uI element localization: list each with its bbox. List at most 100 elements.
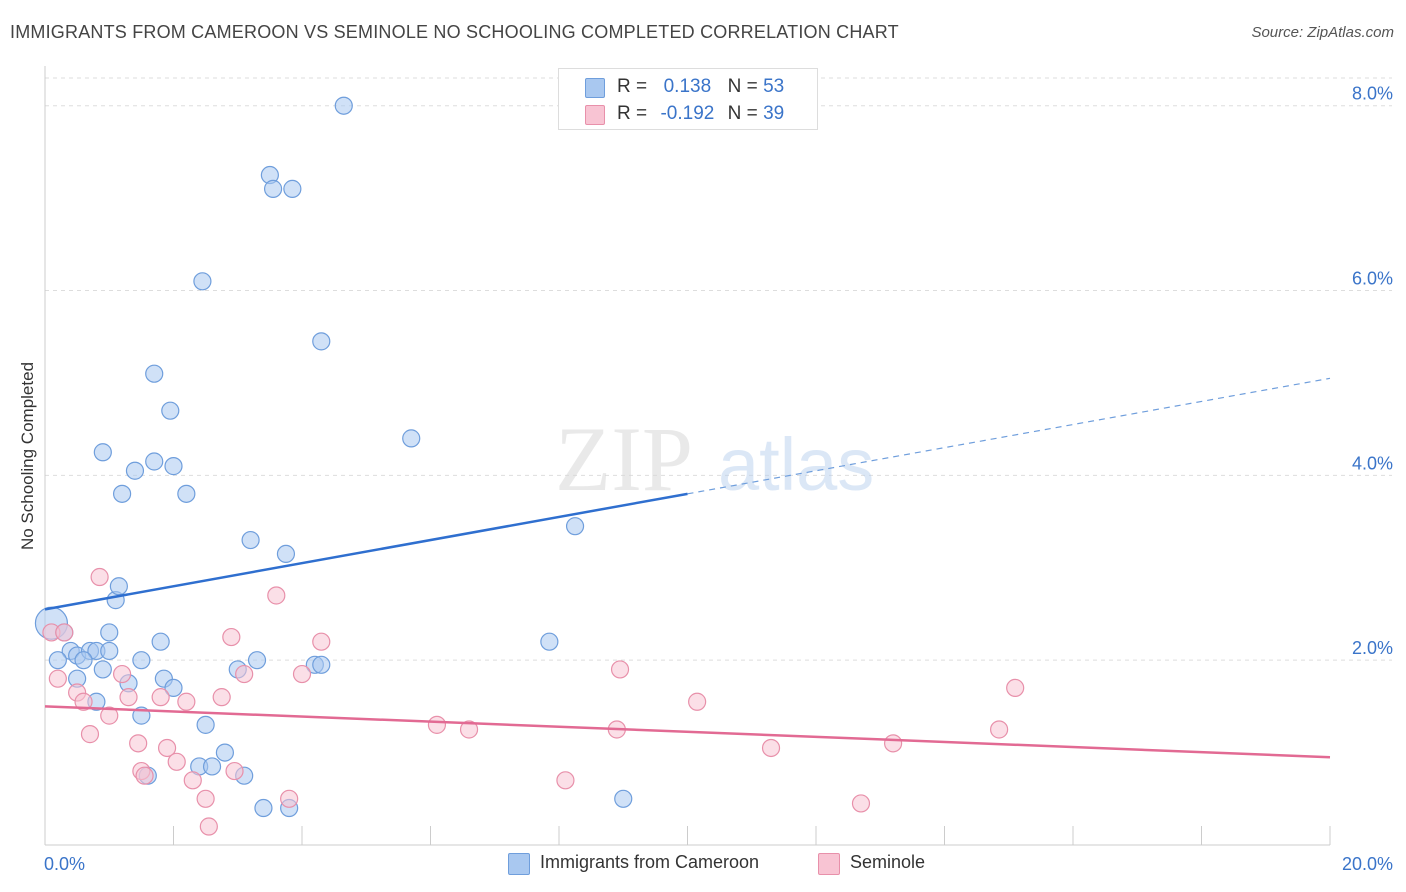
point-seminole (688, 692, 707, 711)
point-seminole (222, 627, 241, 647)
point-cameroon (74, 651, 93, 670)
point-cameroon (614, 789, 633, 808)
point-cameroon (177, 484, 196, 503)
trendline-seminole (44, 705, 1331, 759)
point-seminole (1006, 678, 1025, 698)
point-seminole (119, 688, 138, 707)
point-cameroon (565, 517, 585, 536)
point-cameroon (312, 332, 331, 351)
point-cameroon (164, 457, 183, 476)
point-seminole (883, 734, 903, 753)
point-seminole (292, 664, 312, 684)
point-cameroon (193, 272, 212, 291)
trendlines (44, 377, 1331, 759)
legend-swatch-cameroon (508, 853, 530, 875)
point-cameroon (161, 401, 180, 420)
point-seminole (80, 725, 100, 744)
point-seminole (74, 692, 93, 711)
point-seminole (556, 771, 575, 790)
legend-label-seminole: Seminole (850, 852, 926, 872)
point-cameroon (48, 651, 67, 670)
point-seminole (196, 789, 215, 808)
point-cameroon (151, 632, 170, 651)
legend-swatch-seminole (585, 105, 605, 125)
watermark-zip: ZIP (555, 408, 693, 510)
point-cameroon (312, 655, 331, 674)
y-tick-label: 4.0% (1352, 453, 1393, 473)
point-seminole (157, 738, 177, 758)
legend-swatch-cameroon (585, 78, 605, 98)
point-seminole (55, 623, 74, 642)
chart-title: IMMIGRANTS FROM CAMEROON VS SEMINOLE NO … (10, 22, 899, 42)
legend-n-label: N = (727, 76, 758, 97)
point-cameroon (100, 641, 119, 661)
legend-r-value: -0.192 (660, 103, 715, 124)
point-cameroon (132, 651, 151, 670)
point-cameroon (145, 452, 164, 471)
point-seminole (761, 738, 781, 758)
point-cameroon (164, 678, 183, 698)
legend-n-label: N = (727, 103, 758, 124)
point-cameroon (112, 484, 132, 503)
legend-n-value: 39 (763, 103, 785, 124)
point-seminole (167, 752, 186, 771)
legend-r-label: R = (617, 76, 648, 97)
point-cameroon (241, 530, 260, 550)
point-seminole (177, 692, 196, 711)
watermark: ZIP atlas (555, 408, 874, 510)
point-seminole (129, 734, 148, 753)
point-seminole (151, 688, 170, 707)
point-cameroon (196, 715, 215, 734)
point-seminole (280, 789, 299, 808)
point-cameroon (100, 623, 119, 642)
point-cameroon (263, 179, 283, 198)
trendline-cameroon-dashed (687, 377, 1331, 495)
legend-swatch-seminole (818, 853, 840, 875)
point-cameroon (202, 757, 222, 776)
legend-label-cameroon: Immigrants from Cameroon (540, 852, 760, 872)
point-seminole (100, 706, 119, 725)
axes (44, 66, 1331, 846)
legend-r-value: 0.138 (663, 76, 712, 97)
point-cameroon (540, 632, 559, 651)
point-seminole (312, 632, 331, 651)
point-seminole (610, 660, 630, 679)
legend-n-value: 53 (763, 76, 785, 97)
point-cameroon (247, 651, 267, 670)
tick-labels: 2.0% 4.0% 6.0% 8.0% 0.0% 20.0% (44, 84, 1393, 874)
point-seminole (199, 817, 218, 836)
point-cameroon (93, 443, 112, 462)
point-seminole (990, 720, 1009, 739)
point-seminole (183, 771, 202, 790)
point-seminole (459, 720, 479, 739)
x-tick-label: 20.0% (1342, 854, 1393, 874)
point-cameroon (215, 743, 234, 762)
point-seminole (212, 688, 231, 707)
point-seminole (90, 567, 109, 587)
correlation-legend: R = 0.138 N = 53 R = -0.192 N = 39 (558, 68, 818, 130)
point-seminole (427, 715, 447, 734)
point-cameroon (402, 429, 421, 448)
point-cameroon (93, 660, 112, 679)
legend-r-label: R = (617, 103, 648, 124)
point-cameroon (283, 179, 302, 198)
y-tick-label: 2.0% (1352, 638, 1393, 658)
point-seminole (225, 761, 244, 781)
source-label: Source: ZipAtlas.com (1251, 24, 1394, 41)
x-tick-label: 0.0% (44, 854, 85, 874)
y-tick-label: 6.0% (1352, 269, 1393, 289)
y-axis-label: No Schooling Completed (18, 361, 37, 551)
data-points (34, 96, 1025, 836)
point-seminole (48, 669, 67, 688)
point-seminole (267, 586, 286, 605)
trendline-cameroon-solid (44, 492, 688, 611)
point-cameroon (334, 96, 353, 115)
watermark-atlas: atlas (718, 423, 874, 506)
point-cameroon (145, 364, 164, 383)
point-cameroon (125, 461, 145, 480)
point-seminole (112, 664, 132, 684)
point-cameroon (254, 798, 273, 818)
y-tick-label: 8.0% (1352, 84, 1393, 104)
point-cameroon (109, 577, 128, 596)
